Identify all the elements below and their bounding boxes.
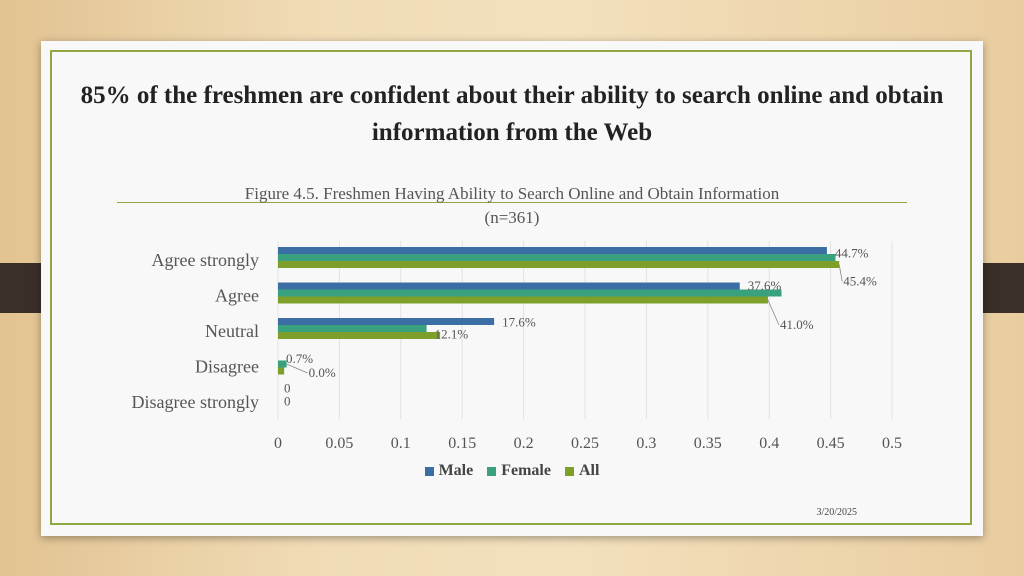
legend-item-female: Female <box>487 462 551 480</box>
legend-swatch <box>424 466 434 476</box>
legend-item-male: Male <box>424 462 474 480</box>
data-label: 45.4% <box>843 274 877 289</box>
bar-male <box>278 247 827 254</box>
slide: 85% of the freshmen are confident about … <box>41 41 983 536</box>
slide-frame <box>50 50 972 525</box>
x-tick-label: 0.35 <box>694 435 722 452</box>
x-tick-label: 0.05 <box>325 435 353 452</box>
bar-female <box>278 254 836 261</box>
bar-all <box>278 296 768 304</box>
tick-labels: 0 0.05 0.1 0.15 0.2 0.25 0.3 0.35 0.4 0.45 0.5 <box>274 435 902 452</box>
legend-label: Female <box>501 462 551 479</box>
legend-item-all: All <box>564 462 600 480</box>
bar-female <box>278 360 287 368</box>
category-label: Disagree <box>195 357 259 377</box>
legend-label: Male <box>438 462 474 479</box>
x-tick-label: 0.1 <box>391 435 411 452</box>
x-tick-label: 0.15 <box>448 435 476 452</box>
label-leader-line <box>838 264 843 282</box>
data-label: 41.0% <box>780 317 814 332</box>
bar-female <box>278 289 782 297</box>
x-tick-label: 0.45 <box>817 435 845 452</box>
data-label: 0.7% <box>286 351 313 366</box>
category-label: Neutral <box>205 321 259 341</box>
bar-male <box>278 318 495 325</box>
bar-all <box>278 261 840 268</box>
chart-title: Figure 4.5. Freshmen Having Ability to S… <box>244 184 780 227</box>
bar-all <box>278 332 441 339</box>
slide-date: 3/20/2025 <box>816 507 857 518</box>
bar-male <box>278 282 740 290</box>
bar-chart: Agree strongly Agree Neutral Disagree Disagr… <box>132 241 902 452</box>
category-label: Agree <box>215 286 259 306</box>
x-tick-label: 0.25 <box>571 435 599 452</box>
data-label: 12.1% <box>435 327 469 342</box>
title-divider <box>117 202 907 203</box>
legend-swatch <box>564 466 574 476</box>
x-tick-label: 0.4 <box>759 435 779 452</box>
x-tick-label: 0.2 <box>514 435 534 452</box>
x-tick-label: 0.3 <box>636 435 656 452</box>
label-leader-line <box>286 363 308 374</box>
data-label: 17.6% <box>502 315 536 330</box>
bars <box>278 247 840 375</box>
x-tick-label: 0 <box>274 435 282 452</box>
category-labels: Agree strongly Agree Neutral Disagree Disagr… <box>132 250 259 412</box>
data-labels: 44.7% 45.4% 37.6% 41.0% 17.6% 12.1% 0.7%0.0% 00 <box>284 246 877 409</box>
category-label: Disagree strongly <box>132 392 259 412</box>
data-label: 0 <box>284 394 291 409</box>
category-label: Agree strongly <box>152 250 259 270</box>
bar-female <box>278 325 427 332</box>
x-tick-label: 0.5 <box>882 435 902 452</box>
slide-title: 85% of the freshmen are confident about … <box>80 82 944 146</box>
legend-label: All <box>578 462 600 479</box>
legend: Male Female All <box>41 462 983 480</box>
label-leader-line <box>767 299 780 326</box>
data-label: 0.0% <box>309 365 336 380</box>
data-label: 44.7% <box>835 246 869 261</box>
data-label: 37.6% <box>748 278 782 293</box>
bar-all <box>278 367 285 375</box>
data-label: 0 <box>284 381 291 396</box>
legend-swatch <box>487 466 497 476</box>
